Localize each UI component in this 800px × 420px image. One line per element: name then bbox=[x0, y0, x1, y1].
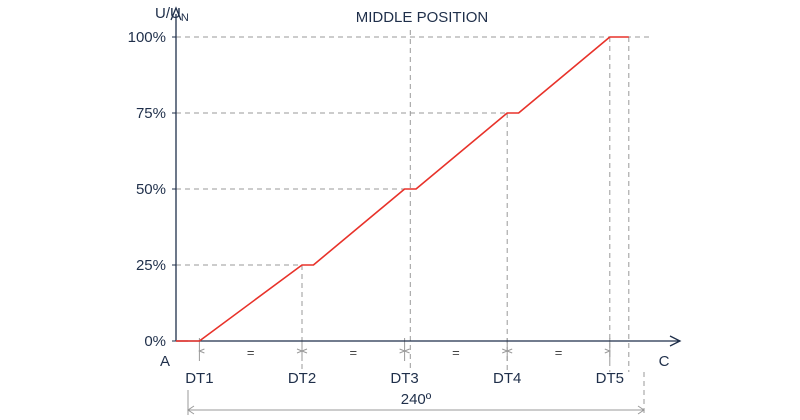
dt-guidelines bbox=[198, 37, 630, 372]
segment-equal-mark: = bbox=[350, 345, 358, 360]
y-axis-label-main: U/U bbox=[155, 5, 181, 22]
gridlines bbox=[176, 30, 652, 372]
y-tick-label: 25% bbox=[136, 257, 166, 274]
dt-label-dt2: DT2 bbox=[288, 370, 316, 387]
chart-title: MIDDLE POSITION bbox=[356, 9, 489, 26]
segment-equal-mark: = bbox=[452, 345, 460, 360]
span-arrow-left bbox=[187, 405, 195, 415]
x-end-label: C bbox=[659, 353, 670, 370]
dt-labels: DT1 DT2 DT3 DT4 DT5 bbox=[185, 370, 624, 387]
series-line-0 bbox=[188, 36, 629, 342]
y-axis-arrow bbox=[170, 6, 182, 21]
y-axis-label-subscript: N bbox=[181, 12, 189, 24]
segment-arrow-left bbox=[198, 348, 205, 354]
span-dimension: 240º bbox=[187, 372, 645, 415]
y-tick-label: 75% bbox=[136, 105, 166, 122]
span-label: 240º bbox=[401, 391, 432, 408]
segment-arrow-left bbox=[505, 348, 513, 354]
dt-label-dt3: DT3 bbox=[390, 370, 418, 387]
y-tick-label: 0% bbox=[144, 333, 166, 350]
series-group bbox=[176, 36, 629, 342]
x-start-label: A bbox=[160, 353, 170, 370]
segment-equal-mark: = bbox=[555, 345, 563, 360]
y-axis-label: U/UN bbox=[155, 5, 189, 24]
segment-equal-mark: = bbox=[247, 345, 255, 360]
segment-arrow-left bbox=[300, 348, 308, 354]
dt-label-dt1: DT1 bbox=[185, 370, 213, 387]
equal-marks: = = = = bbox=[198, 345, 612, 360]
axes bbox=[170, 6, 682, 347]
segment-arrow-right bbox=[604, 348, 612, 354]
y-tick-labels: 0% 25% 50% 75% 100% bbox=[128, 29, 166, 350]
x-axis-arrow bbox=[669, 335, 682, 347]
y-tick-label: 50% bbox=[136, 181, 166, 198]
span-arrow-right bbox=[637, 405, 645, 415]
dt-label-dt4: DT4 bbox=[493, 370, 521, 387]
dt-label-dt5: DT5 bbox=[596, 370, 624, 387]
y-tick-label: 100% bbox=[128, 29, 166, 46]
segment-arrow-left bbox=[403, 348, 410, 354]
